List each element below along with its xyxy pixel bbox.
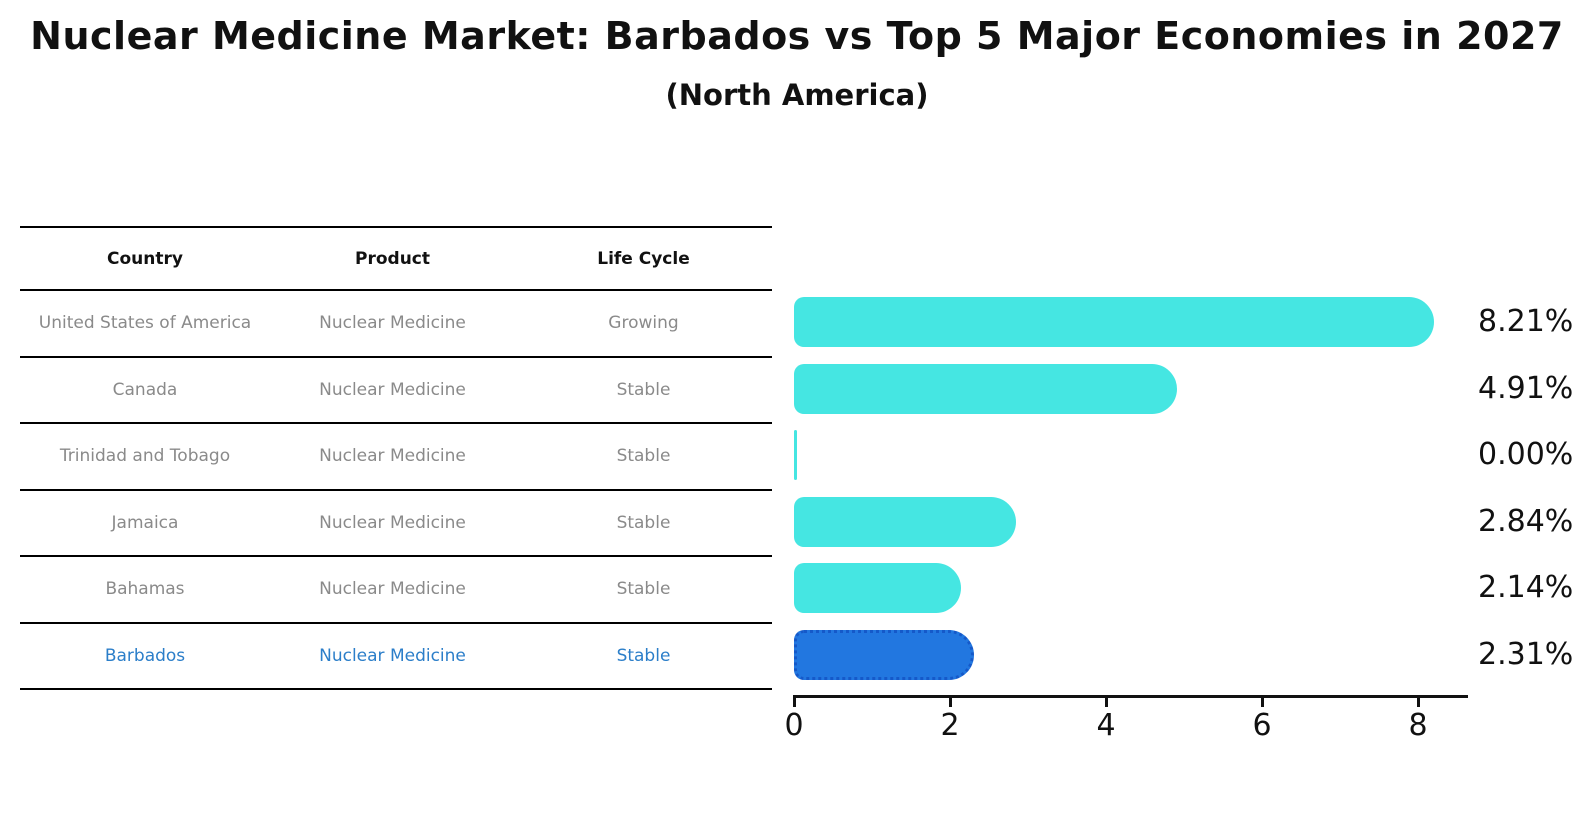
chart-subtitle: (North America)	[665, 78, 929, 112]
cell-product: Nuclear Medicine	[319, 446, 466, 467]
bar-canada	[794, 363, 1177, 414]
col-header-country: Country	[107, 248, 183, 269]
x-axis-tick-label: 6	[1252, 708, 1272, 743]
bar-united-states	[794, 297, 1435, 347]
col-header-product: Product	[355, 248, 430, 269]
x-axis-tick-label: 2	[940, 708, 960, 743]
cell-country: Barbados	[104, 645, 186, 666]
x-axis-tick-label: 0	[784, 708, 804, 743]
x-axis-tick-label: 8	[1408, 708, 1428, 743]
cell-life-cycle: Stable	[616, 645, 671, 666]
cell-product: Nuclear Medicine	[319, 579, 466, 600]
cell-life-cycle: Stable	[616, 512, 671, 533]
cell-product: Nuclear Medicine	[319, 379, 466, 400]
table-row: United States of America Nuclear Medicin…	[20, 291, 772, 358]
x-axis-tick	[949, 695, 952, 707]
bar-trinidad-tobago	[794, 430, 797, 480]
bar-bahamas	[794, 563, 961, 613]
col-header-life-cycle: Life Cycle	[597, 248, 690, 269]
table-row: Trinidad and Tobago Nuclear Medicine Sta…	[20, 424, 772, 491]
cell-life-cycle: Stable	[616, 579, 671, 600]
x-axis-tick	[1261, 695, 1264, 707]
value-label: 2.31%	[1478, 636, 1574, 672]
x-axis-tick-label: 4	[1096, 708, 1116, 743]
value-label: 2.84%	[1478, 503, 1574, 539]
cell-life-cycle: Stable	[616, 379, 671, 400]
table-row: Canada Nuclear Medicine Stable	[20, 358, 772, 424]
cell-country: Bahamas	[105, 579, 185, 600]
cell-country: United States of America	[38, 313, 252, 334]
x-axis-tick	[1105, 695, 1108, 707]
bar-jamaica	[794, 496, 1016, 547]
cell-life-cycle: Growing	[608, 313, 679, 334]
value-label: 2.14%	[1478, 570, 1574, 605]
cell-life-cycle: Stable	[616, 446, 671, 467]
cell-country: Trinidad and Tobago	[59, 446, 231, 467]
table-header-row: Country Product Life Cycle	[20, 228, 772, 291]
table-row-highlighted: Barbados Nuclear Medicine Stable	[20, 624, 772, 690]
cell-country: Jamaica	[111, 512, 179, 533]
x-axis-tick	[793, 695, 796, 707]
cell-product: Nuclear Medicine	[319, 512, 466, 533]
x-axis-line	[794, 695, 1468, 698]
x-axis-tick	[1417, 695, 1420, 707]
cell-product: Nuclear Medicine	[319, 313, 466, 334]
cell-product: Nuclear Medicine	[319, 645, 466, 666]
cell-country: Canada	[112, 379, 178, 400]
data-table: Country Product Life Cycle United States…	[20, 226, 772, 690]
bar-barbados-highlighted	[794, 629, 975, 680]
value-label: 0.00%	[1478, 437, 1574, 472]
chart-title: Nuclear Medicine Market: Barbados vs Top…	[30, 14, 1564, 58]
value-label: 4.91%	[1478, 370, 1574, 406]
value-label: 8.21%	[1478, 304, 1574, 339]
table-row: Bahamas Nuclear Medicine Stable	[20, 557, 772, 624]
table-row: Jamaica Nuclear Medicine Stable	[20, 491, 772, 557]
